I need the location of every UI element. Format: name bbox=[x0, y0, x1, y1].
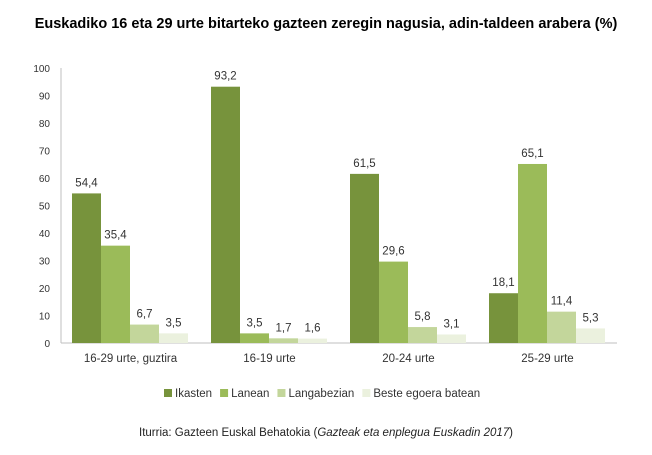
legend-label: Langabezian bbox=[288, 388, 354, 400]
source-note: Iturria: Gazteen Euskal Behatokia (Gazte… bbox=[139, 427, 513, 439]
y-tick-label: 20 bbox=[39, 284, 51, 295]
y-tick-label: 40 bbox=[39, 229, 51, 240]
chart-title: Euskadiko 16 eta 29 urte bitarteko gazte… bbox=[35, 16, 618, 32]
bar bbox=[576, 328, 605, 343]
data-label: 1,7 bbox=[276, 322, 292, 334]
x-tick-label: 16-29 urte, guztira bbox=[84, 353, 178, 365]
data-label: 54,4 bbox=[75, 177, 98, 189]
bar bbox=[489, 293, 518, 343]
y-tick-label: 70 bbox=[39, 147, 51, 158]
data-label: 93,2 bbox=[214, 71, 236, 83]
y-tick-label: 30 bbox=[39, 257, 51, 268]
bar bbox=[437, 334, 466, 343]
legend-swatch bbox=[362, 389, 371, 397]
data-label: 5,8 bbox=[415, 311, 431, 323]
data-label: 11,4 bbox=[551, 296, 573, 308]
x-tick-label: 25-29 urte bbox=[521, 353, 573, 365]
legend-swatch bbox=[164, 389, 172, 397]
legend-label: Beste egoera batean bbox=[373, 388, 480, 400]
data-label: 35,4 bbox=[104, 230, 127, 242]
bar bbox=[298, 338, 327, 343]
legend-swatch bbox=[277, 389, 286, 397]
y-tick-label: 50 bbox=[39, 202, 51, 213]
data-label: 5,3 bbox=[583, 312, 599, 324]
bar bbox=[269, 338, 298, 343]
bar bbox=[101, 245, 130, 343]
y-tick-label: 100 bbox=[33, 64, 50, 75]
bar bbox=[159, 333, 188, 343]
y-tick-label: 90 bbox=[39, 92, 51, 103]
source-italic: Gazteak eta enplegua Euskadin 2017 bbox=[317, 427, 509, 439]
data-label: 18,1 bbox=[492, 277, 514, 289]
bar bbox=[72, 193, 101, 343]
source-suffix: ) bbox=[509, 427, 513, 439]
bar bbox=[518, 163, 547, 343]
y-tick-label: 0 bbox=[44, 339, 50, 350]
bar bbox=[211, 86, 240, 343]
data-label: 3,5 bbox=[247, 317, 263, 329]
data-label: 65,1 bbox=[521, 148, 543, 160]
data-label: 6,7 bbox=[137, 309, 153, 321]
y-tick-label: 10 bbox=[39, 312, 51, 323]
x-tick-label: 20-24 urte bbox=[382, 353, 434, 365]
legend-swatch bbox=[220, 389, 229, 397]
x-tick-label: 16-19 urte bbox=[243, 353, 295, 365]
legend-label: Lanean bbox=[231, 388, 269, 400]
bar bbox=[547, 311, 576, 343]
bar bbox=[350, 173, 379, 343]
bar bbox=[130, 324, 159, 343]
data-label: 29,6 bbox=[382, 246, 404, 258]
bar bbox=[379, 261, 408, 343]
data-label: 3,1 bbox=[444, 318, 460, 330]
data-label: 1,6 bbox=[305, 323, 321, 335]
bar bbox=[408, 327, 437, 343]
bar bbox=[240, 333, 269, 343]
y-tick-label: 60 bbox=[39, 174, 51, 185]
data-label: 61,5 bbox=[353, 158, 375, 170]
data-label: 3,5 bbox=[166, 317, 182, 329]
y-tick-label: 80 bbox=[39, 119, 51, 130]
source-prefix: Iturria: Gazteen Euskal Behatokia ( bbox=[139, 427, 318, 439]
legend-label: Ikasten bbox=[175, 388, 212, 400]
